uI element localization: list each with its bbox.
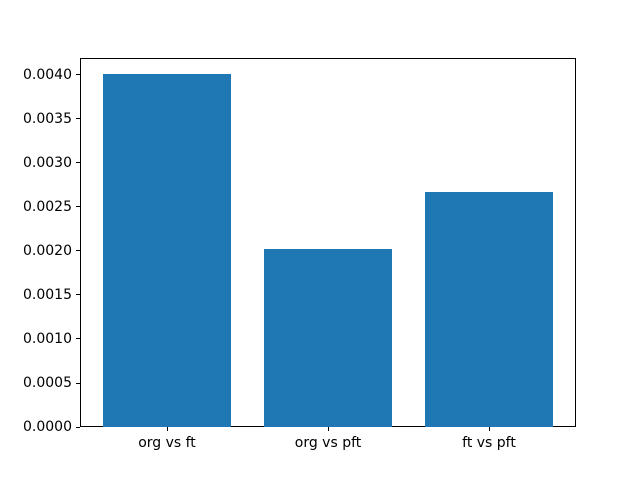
y-axis-tick-label: 0.0025 bbox=[23, 198, 72, 215]
y-axis-tick bbox=[76, 294, 80, 296]
y-axis-tick bbox=[76, 338, 80, 340]
y-axis-tick-label: 0.0020 bbox=[23, 242, 72, 259]
y-axis-tick bbox=[76, 74, 80, 76]
y-axis-tick bbox=[76, 118, 80, 120]
y-axis-tick-label: 0.0000 bbox=[23, 419, 72, 435]
bar-org-vs-ft bbox=[102, 73, 232, 427]
x-axis-tick bbox=[327, 427, 329, 431]
y-axis-tick bbox=[76, 206, 80, 208]
x-axis-tick-label-ft-vs-pft: ft vs pft bbox=[462, 435, 516, 451]
y-axis-tick-label: 0.0010 bbox=[23, 330, 72, 347]
y-axis-tick bbox=[76, 162, 80, 164]
x-axis-tick bbox=[488, 427, 490, 431]
x-axis-tick-label-org-vs-pft: org vs pft bbox=[294, 435, 362, 451]
x-axis-tick bbox=[166, 427, 168, 431]
y-axis-tick bbox=[76, 250, 80, 252]
bar-ft-vs-pft bbox=[424, 191, 554, 427]
y-axis-tick bbox=[76, 426, 80, 428]
y-axis-tick-label: 0.0035 bbox=[23, 110, 72, 127]
y-axis-tick-label: 0.0005 bbox=[23, 375, 72, 391]
y-axis-tick bbox=[76, 382, 80, 384]
y-axis-tick-label: 0.0030 bbox=[23, 154, 72, 171]
bar-org-vs-pft bbox=[263, 249, 393, 427]
x-axis-tick-label-org-vs-ft: org vs ft bbox=[138, 435, 196, 451]
y-axis-tick-label: 0.0015 bbox=[23, 286, 72, 303]
y-axis-tick-label: 0.0040 bbox=[23, 66, 72, 83]
